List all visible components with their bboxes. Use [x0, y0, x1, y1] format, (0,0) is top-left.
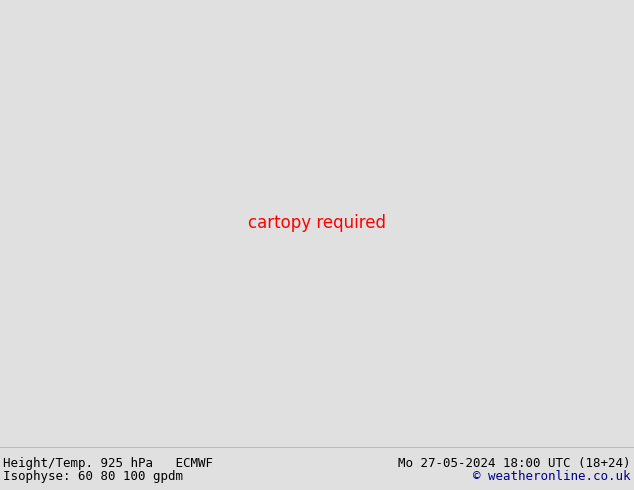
- Text: Height/Temp. 925 hPa   ECMWF: Height/Temp. 925 hPa ECMWF: [3, 457, 213, 470]
- Text: © weatheronline.co.uk: © weatheronline.co.uk: [474, 470, 631, 483]
- Text: Isophyse: 60 80 100 gpdm: Isophyse: 60 80 100 gpdm: [3, 470, 183, 483]
- Text: Mo 27-05-2024 18:00 UTC (18+24): Mo 27-05-2024 18:00 UTC (18+24): [398, 457, 631, 470]
- Text: cartopy required: cartopy required: [248, 214, 386, 232]
